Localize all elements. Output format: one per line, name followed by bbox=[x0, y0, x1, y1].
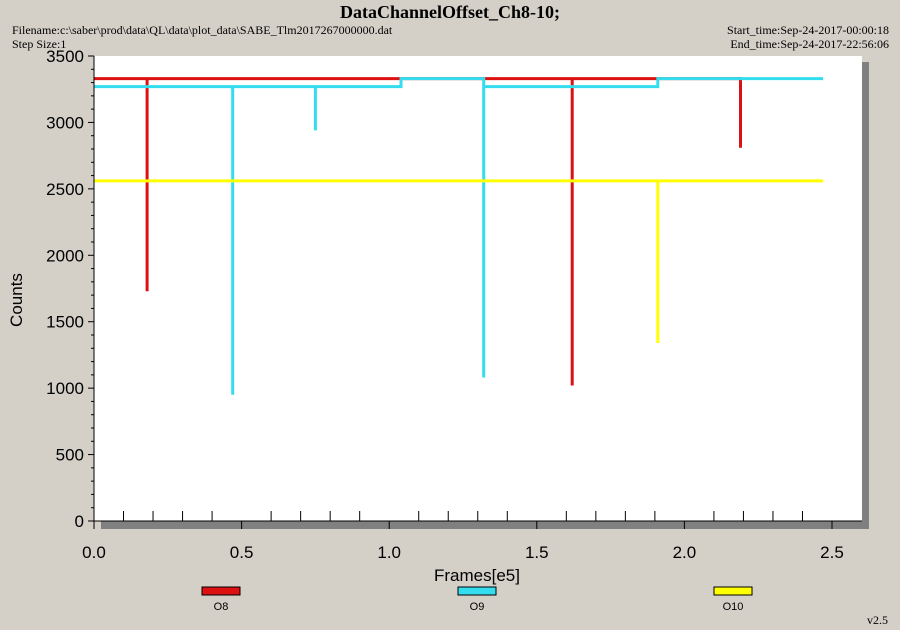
version-label: v2.5 bbox=[867, 613, 888, 627]
x-tick-label: 2.5 bbox=[820, 543, 844, 562]
start-time-text: Start_time:Sep-24-2017-00:00:18 bbox=[727, 23, 889, 37]
legend-swatch-o9 bbox=[457, 586, 497, 596]
legend-label-o10: O10 bbox=[723, 601, 744, 613]
end-time-text: End_time:Sep-24-2017-22:56:06 bbox=[730, 37, 889, 51]
step-size-text: Step Size:1 bbox=[12, 37, 67, 51]
y-axis-title: Counts bbox=[7, 273, 26, 327]
y-tick-label: 3000 bbox=[46, 113, 84, 132]
axis-layer: 0 500 1000 1500 2000 2500 3000 3500 0.0 0.5 1.0 1.5… bbox=[46, 47, 862, 562]
legend-label-o8: O8 bbox=[214, 601, 229, 613]
x-tick-label: 2.0 bbox=[673, 543, 697, 562]
filename-text: Filename:c:\saber\prod\data\QL\data\plot… bbox=[12, 23, 393, 37]
y-tick-label: 3500 bbox=[46, 47, 84, 66]
chart-title: DataChannelOffset_Ch8-10; bbox=[340, 2, 560, 22]
series-line-o10 bbox=[94, 179, 824, 343]
legend-swatch-o8 bbox=[201, 586, 241, 596]
x-tick-label: 1.0 bbox=[377, 543, 401, 562]
series-line-o8 bbox=[94, 77, 742, 386]
legend-label-o9: O9 bbox=[470, 601, 485, 613]
y-tick-label: 0 bbox=[75, 512, 84, 531]
y-tick-label: 1500 bbox=[46, 313, 84, 332]
y-tick-label: 2000 bbox=[46, 246, 84, 265]
x-tick-label: 0.5 bbox=[230, 543, 254, 562]
x-axis-title: Frames[e5] bbox=[434, 566, 520, 585]
x-tick-label: 0.0 bbox=[82, 543, 106, 562]
plot-area bbox=[94, 56, 862, 521]
x-tick-label: 1.5 bbox=[525, 543, 549, 562]
series-line-o9 bbox=[94, 77, 824, 395]
y-tick-label: 1000 bbox=[46, 379, 84, 398]
y-tick-label: 2500 bbox=[46, 180, 84, 199]
legend-swatch-o10 bbox=[713, 586, 753, 596]
y-tick-label: 500 bbox=[56, 446, 84, 465]
legend: O8 O9 O10 bbox=[201, 586, 753, 613]
series-layer bbox=[94, 77, 824, 395]
